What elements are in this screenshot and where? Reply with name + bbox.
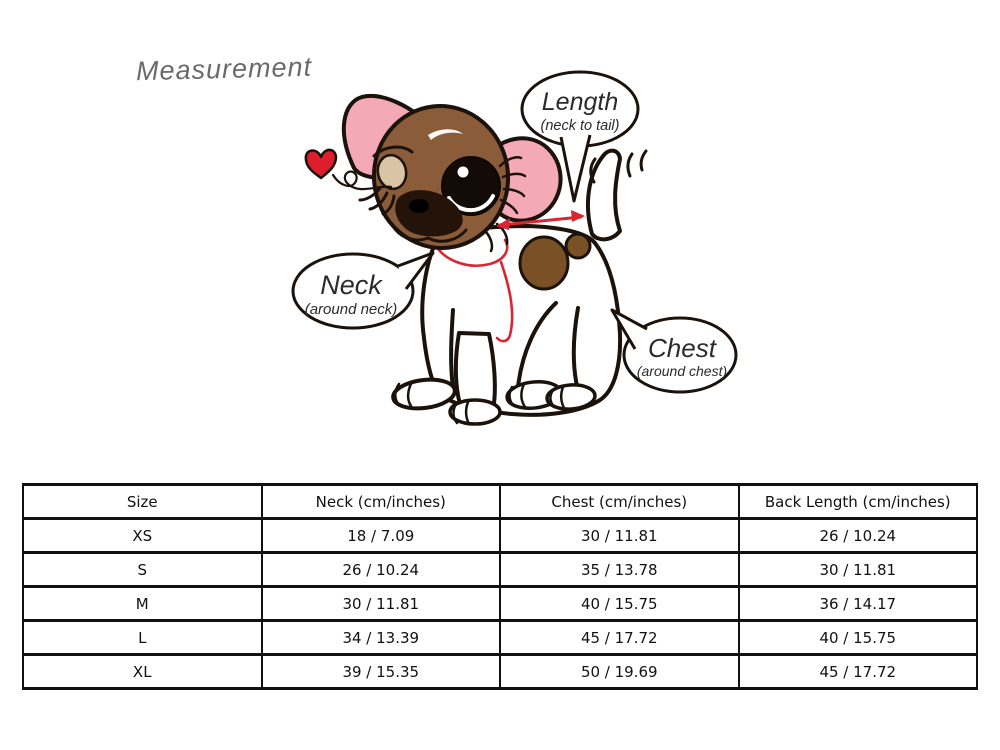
cell-back-length: 30 / 11.81 bbox=[737, 551, 978, 588]
column-header-size: Size bbox=[22, 483, 263, 520]
cell-neck: 39 / 15.35 bbox=[260, 653, 501, 690]
eye-highlight bbox=[457, 166, 469, 178]
neck-bubble-tail bbox=[397, 251, 435, 290]
neck-measure-line bbox=[432, 238, 509, 267]
chest-bubble-tail bbox=[610, 308, 648, 350]
cell-chest: 30 / 11.81 bbox=[499, 517, 740, 554]
cell-size: XL bbox=[22, 653, 263, 690]
cell-back-length: 45 / 17.72 bbox=[737, 653, 978, 690]
hind-thigh-line bbox=[516, 301, 558, 389]
front-left-leg-line bbox=[449, 308, 455, 389]
neck-bubble: Neck (around neck) bbox=[291, 251, 435, 330]
table-row: M 30 / 11.81 40 / 15.75 36 / 14.17 bbox=[22, 585, 978, 622]
heart-icon bbox=[304, 148, 393, 191]
cell-back-length: 36 / 14.17 bbox=[737, 585, 978, 622]
dog-head bbox=[341, 94, 563, 253]
squiggle-line bbox=[331, 170, 393, 191]
dog-measurement-illustration: Length (neck to tail) Neck (around neck)… bbox=[291, 70, 738, 426]
dog-paws bbox=[391, 308, 597, 426]
cell-neck: 34 / 13.39 bbox=[260, 619, 501, 656]
cell-size: M bbox=[22, 585, 263, 622]
length-bubble: Length (neck to tail) bbox=[520, 70, 640, 203]
neck-bubble-label: Neck bbox=[320, 270, 383, 300]
chest-measure-line bbox=[495, 260, 514, 343]
neck-bubble-sub: (around neck) bbox=[305, 301, 398, 318]
length-measure-arrow bbox=[496, 210, 585, 230]
length-bubble-tail bbox=[559, 134, 592, 203]
cell-back-length: 40 / 15.75 bbox=[737, 619, 978, 656]
column-header-neck: Neck (cm/inches) bbox=[260, 483, 501, 520]
tail-wag-lines bbox=[589, 157, 597, 184]
forehead-highlight bbox=[428, 129, 463, 140]
chest-bubble-sub: (around chest) bbox=[637, 363, 727, 379]
chest-bubble: Chest (around chest) bbox=[610, 308, 738, 394]
length-bubble-label: Length bbox=[542, 88, 618, 116]
column-header-chest: Chest (cm/inches) bbox=[499, 483, 740, 520]
nose bbox=[409, 199, 429, 213]
column-header-back-length: Back Length (cm/inches) bbox=[737, 483, 978, 520]
cell-neck: 26 / 10.24 bbox=[260, 551, 501, 588]
cell-size: XS bbox=[22, 517, 263, 554]
table-row: XS 18 / 7.09 30 / 11.81 26 / 10.24 bbox=[22, 517, 978, 554]
muzzle bbox=[393, 190, 509, 253]
cell-chest: 50 / 19.69 bbox=[499, 653, 740, 690]
size-table: Size Neck (cm/inches) Chest (cm/inches) … bbox=[22, 483, 978, 690]
length-bubble-sub: (neck to tail) bbox=[541, 118, 620, 134]
chest-bubble-label: Chest bbox=[648, 333, 718, 363]
dog-tail bbox=[586, 148, 648, 242]
header-row: Size Neck (cm/inches) Chest (cm/inches) … bbox=[22, 483, 978, 520]
cell-neck: 30 / 11.81 bbox=[260, 585, 501, 622]
table-row: XL 39 / 15.35 50 / 19.69 45 / 17.72 bbox=[22, 653, 978, 690]
table-row: L 34 / 13.39 45 / 17.72 40 / 15.75 bbox=[22, 619, 978, 656]
winking-eye bbox=[358, 145, 414, 216]
cell-size: L bbox=[22, 619, 263, 656]
dog-spots bbox=[518, 232, 592, 291]
cell-chest: 35 / 13.78 bbox=[499, 551, 740, 588]
cell-chest: 45 / 17.72 bbox=[499, 619, 740, 656]
table-row: S 26 / 10.24 35 / 13.78 30 / 11.81 bbox=[22, 551, 978, 588]
cell-chest: 40 / 15.75 bbox=[499, 585, 740, 622]
measurement-lines bbox=[432, 238, 514, 343]
cell-back-length: 26 / 10.24 bbox=[737, 517, 978, 554]
cell-neck: 18 / 7.09 bbox=[260, 517, 501, 554]
cell-size: S bbox=[22, 551, 263, 588]
